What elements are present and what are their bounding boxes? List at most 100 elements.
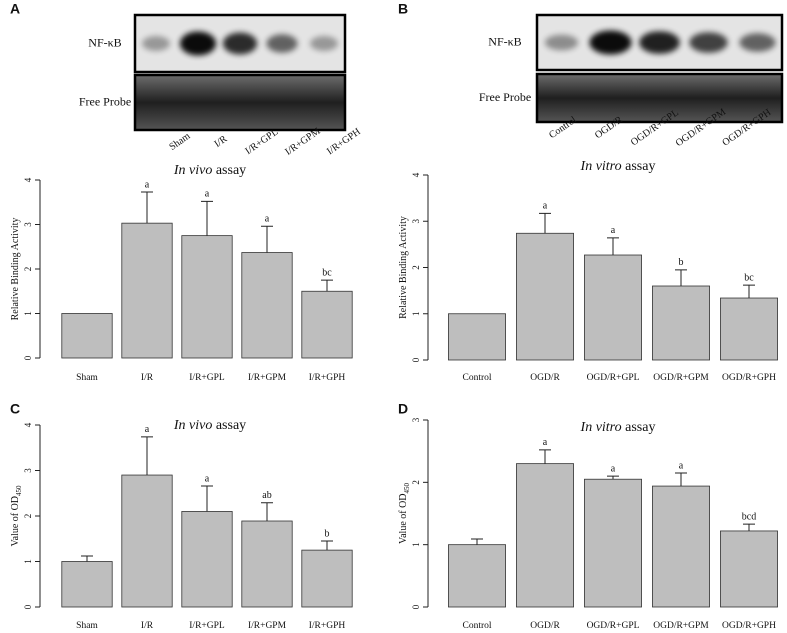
significance-label: a xyxy=(611,463,616,474)
blot-band xyxy=(222,32,258,55)
y-tick-label: 3 xyxy=(23,222,33,227)
error-bar xyxy=(261,502,273,522)
y-label-text: Value of OD xyxy=(398,493,409,544)
chart-title: In vivo assay xyxy=(173,163,246,178)
lane-label: I/R xyxy=(212,133,229,150)
blot-band xyxy=(266,34,298,53)
y-tick-label: 2 xyxy=(23,267,33,272)
y-tick-label: 1 xyxy=(411,542,421,547)
error-bar xyxy=(675,472,687,487)
blot-frame xyxy=(535,72,784,124)
bar xyxy=(121,222,173,359)
y-axis-label: Relative Binding Activity xyxy=(10,218,21,321)
y-label-text: Relative Binding Activity xyxy=(398,216,409,319)
blot-row-label: NF-κB xyxy=(488,34,521,48)
bar xyxy=(61,313,113,359)
x-tick-label: Control xyxy=(462,621,491,631)
significance-label: bcd xyxy=(742,511,756,522)
error-bar xyxy=(81,555,93,562)
x-tick-label: OGD/R+GPL xyxy=(587,373,640,383)
title-text: assay xyxy=(625,159,655,174)
bar xyxy=(720,297,778,361)
blot-band xyxy=(544,34,579,51)
title-italic: In vivo xyxy=(173,418,212,433)
bar xyxy=(516,463,574,608)
bar xyxy=(181,511,233,608)
blot-band xyxy=(739,33,776,52)
error-bar xyxy=(261,225,273,253)
significance-label: a xyxy=(543,437,548,448)
x-tick-label: OGD/R xyxy=(530,373,560,383)
x-tick-label: I/R xyxy=(141,373,154,383)
significance-label: a xyxy=(205,189,210,200)
blot-band xyxy=(142,36,170,51)
bar xyxy=(652,285,710,361)
x-tick-label: OGD/R+GPH xyxy=(722,621,776,631)
title-italic: In vitro xyxy=(580,420,622,435)
y-label-text: Value of OD xyxy=(10,496,21,547)
significance-label: a xyxy=(543,201,548,212)
y-tick-label: 4 xyxy=(411,172,421,177)
y-tick-label: 3 xyxy=(23,468,33,473)
y-tick-label: 0 xyxy=(23,355,33,360)
bar xyxy=(301,549,353,608)
x-tick-label: OGD/R+GPL xyxy=(587,621,640,631)
x-tick-label: Control xyxy=(462,373,491,383)
y-tick-label: 1 xyxy=(411,312,421,317)
significance-label: a xyxy=(145,179,150,190)
panel-label: D xyxy=(398,401,408,417)
bar xyxy=(301,290,353,359)
blot-band xyxy=(179,31,217,56)
y-axis-label: Relative Binding Activity xyxy=(398,216,409,319)
blot-band xyxy=(589,30,632,55)
y-axis-label: Value of OD450 xyxy=(398,482,410,544)
x-tick-label: I/R+GPM xyxy=(248,621,287,631)
x-tick-label: OGD/R+GPM xyxy=(653,621,709,631)
error-bar xyxy=(321,279,333,292)
y-tick-label: 1 xyxy=(23,559,33,564)
blot-band xyxy=(310,36,338,51)
y-tick-label: 3 xyxy=(411,417,421,422)
panel-label: A xyxy=(10,1,20,17)
error-bar xyxy=(201,200,213,236)
bar xyxy=(516,232,574,361)
error-bar xyxy=(607,475,619,480)
significance-label: bc xyxy=(744,272,754,283)
significance-label: a xyxy=(679,460,684,471)
x-tick-label: Sham xyxy=(76,373,98,383)
error-bar xyxy=(743,284,755,299)
title-text: assay xyxy=(625,420,655,435)
significance-label: bc xyxy=(322,267,332,278)
error-bar xyxy=(539,449,551,464)
y-label-sub: 450 xyxy=(15,485,23,496)
y-tick-label: 0 xyxy=(411,604,421,609)
significance-label: ab xyxy=(262,490,271,501)
bar xyxy=(652,485,710,608)
blot-band xyxy=(689,32,728,53)
error-bar xyxy=(471,538,483,545)
y-label-text: Relative Binding Activity xyxy=(10,218,21,321)
blot-row-label: NF-κB xyxy=(88,35,121,49)
y-axis-label: Value of OD450 xyxy=(10,485,22,547)
x-tick-label: Sham xyxy=(76,621,98,631)
x-tick-label: I/R+GPL xyxy=(189,373,225,383)
blot-band xyxy=(639,31,680,54)
x-tick-label: I/R+GPM xyxy=(248,373,287,383)
x-tick-label: I/R xyxy=(141,621,154,631)
bar xyxy=(121,474,173,608)
error-bar xyxy=(743,523,755,531)
x-tick-label: I/R+GPH xyxy=(309,621,346,631)
y-tick-label: 2 xyxy=(411,480,421,485)
panel-label: C xyxy=(10,401,20,417)
y-tick-label: 4 xyxy=(23,422,33,427)
error-bar xyxy=(539,212,551,234)
y-tick-label: 1 xyxy=(23,311,33,316)
error-bar xyxy=(141,436,153,476)
chart-title: In vivo assay xyxy=(173,418,246,433)
chart-title: In vitro assay xyxy=(580,420,656,435)
significance-label: b xyxy=(679,257,684,268)
y-tick-label: 2 xyxy=(23,514,33,519)
bar xyxy=(448,544,506,608)
y-tick-label: 4 xyxy=(23,177,33,182)
